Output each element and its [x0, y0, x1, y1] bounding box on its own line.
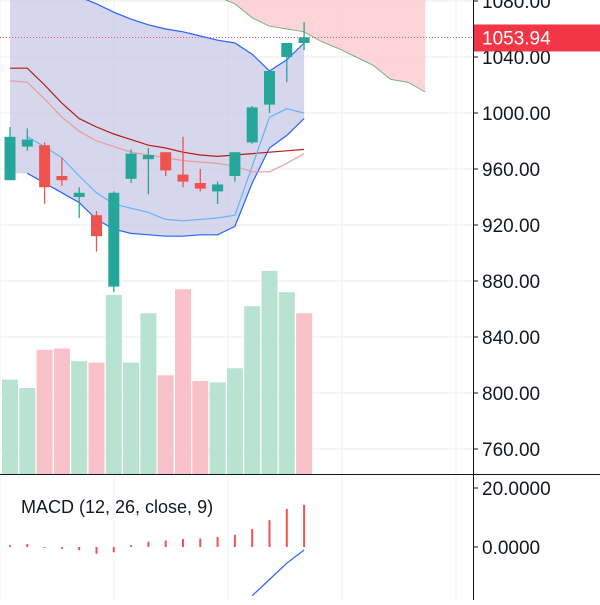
volume-bar: [157, 375, 174, 474]
volume-bar: [71, 361, 88, 474]
candle-body: [281, 43, 293, 57]
price-tick-label: 800.00: [482, 384, 540, 405]
price-tick-label: 920.00: [482, 216, 540, 237]
candle-body: [56, 176, 68, 181]
price-tick-label: 880.00: [482, 272, 540, 293]
price-axis[interactable]: 1080.00 1040.00 1000.00 960.00 920.00 880.00 8…: [473, 0, 551, 461]
volume-bar: [226, 368, 243, 474]
volume-bar: [36, 349, 53, 474]
candlesticks: [4, 22, 310, 293]
volume-bar: [209, 382, 226, 474]
price-tick-label: 1040.00: [482, 48, 551, 69]
candle-body: [264, 71, 275, 105]
last-price-marker: 1053.94: [0, 24, 600, 52]
last-price-badge: [474, 24, 600, 52]
price-tick-label: 1000.00: [482, 104, 551, 125]
volume-bar: [278, 292, 295, 474]
macd-tick-label: 20.0000: [482, 479, 551, 500]
volume-bar: [19, 387, 36, 474]
candle-body: [73, 192, 85, 197]
volume-bar: [105, 294, 122, 474]
volume-bar: [244, 306, 261, 474]
candle-body: [39, 145, 51, 188]
candle-body: [177, 174, 189, 182]
volume-bar: [140, 313, 157, 474]
volume-bars: [2, 270, 313, 474]
volume-bar: [261, 270, 278, 474]
candle-body: [142, 155, 154, 160]
volume-bar: [123, 362, 140, 474]
volume-bar: [2, 379, 18, 474]
price-tick-label: 1080.00: [482, 0, 551, 13]
candle-body: [108, 192, 120, 287]
moving-averages: [9, 67, 305, 222]
candle-body: [125, 153, 137, 179]
cloud-area: [225, 0, 426, 92]
macd-indicator-title[interactable]: MACD (12, 26, close, 9): [21, 497, 213, 517]
candle-body: [298, 37, 310, 43]
ichimoku-cloud: [224, 0, 426, 93]
cloud-lower-line: [224, 0, 426, 93]
last-price-label: 1053.94: [482, 28, 551, 49]
macd-pane: [9, 504, 306, 597]
moving-average-line: [27, 108, 305, 222]
price-tick-label: 840.00: [482, 328, 540, 349]
macd-signal-line: [251, 549, 305, 597]
candle-body: [4, 136, 16, 181]
volume-bar: [175, 289, 191, 474]
candle-body: [229, 152, 241, 176]
candle-body: [246, 107, 258, 143]
candle-body: [160, 152, 172, 171]
candle-body: [91, 215, 102, 237]
candle-body: [21, 139, 33, 147]
band-upper-line: [85, 0, 305, 72]
band-fill: [10, 0, 305, 237]
price-tick-label: 960.00: [482, 160, 540, 181]
volume-bar: [53, 348, 70, 474]
candle-body: [212, 184, 224, 192]
macd-axis[interactable]: 20.0000 0.0000: [473, 479, 551, 559]
volume-bar: [192, 380, 209, 474]
moving-average-line: [10, 67, 305, 158]
price-tick-label: 760.00: [482, 440, 540, 461]
volume-bar: [88, 362, 105, 474]
bollinger-bands: [10, 0, 305, 237]
moving-average-line: [9, 80, 305, 173]
macd-tick-label: 0.0000: [482, 538, 540, 559]
candle-body: [194, 183, 206, 189]
volume-bar: [296, 313, 313, 474]
